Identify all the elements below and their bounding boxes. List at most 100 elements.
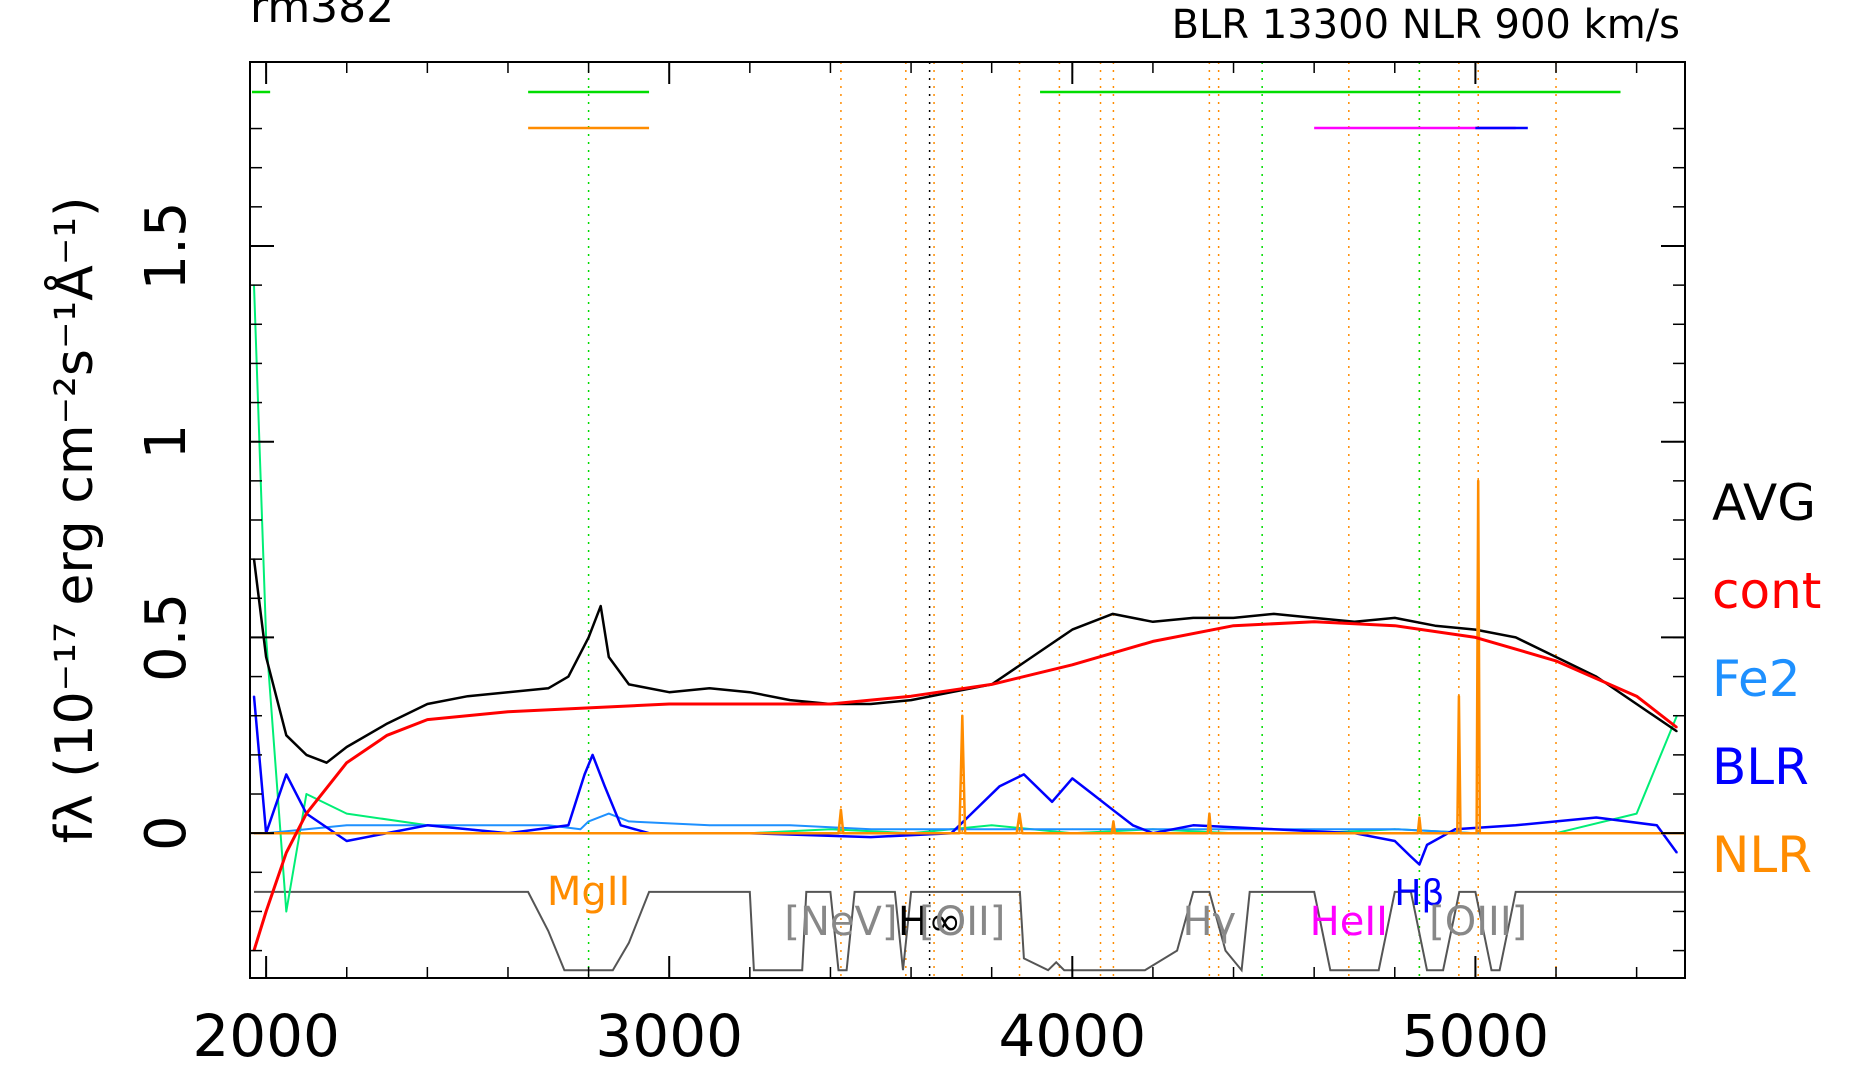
series-blr-point: [1132, 824, 1134, 827]
series-nlr: [254, 479, 1685, 835]
series-avg-point: [1313, 617, 1315, 619]
mask-curve: [254, 890, 1685, 973]
plot-area: [250, 62, 1685, 978]
series-avg-point: [668, 691, 670, 693]
series-cont-point: [1071, 664, 1074, 666]
series-avg-point: [708, 687, 711, 690]
series-nlr-point: [1479, 832, 1481, 834]
series-avg-point: [1232, 617, 1235, 619]
series-avg-point: [567, 675, 570, 678]
x-tick-label: 2000: [192, 1002, 340, 1070]
series-fe2-point: [345, 824, 348, 827]
series-avg-point: [1071, 628, 1074, 631]
series-blr: [252, 696, 1678, 866]
series-avg-point: [305, 754, 308, 756]
series-nlr-point: [964, 832, 966, 834]
series-cont-point: [265, 910, 267, 913]
series-nlr-point: [1475, 832, 1478, 834]
series-fe2-point: [950, 828, 953, 830]
series-nlr-point: [1015, 832, 1018, 834]
legend-item-blr: BLR: [1712, 738, 1809, 796]
series-avg-point: [1676, 730, 1678, 733]
series-fe2-point: [708, 824, 711, 827]
series-fe2-point: [587, 820, 590, 823]
series-avg-point: [789, 699, 791, 701]
series-avg-point: [325, 761, 328, 764]
legend-item-cont: cont: [1712, 562, 1821, 620]
x-tick-label: 4000: [998, 1002, 1146, 1070]
series-cont-point: [1313, 621, 1315, 623]
series-avg-point: [345, 746, 348, 748]
series-avg-point: [265, 656, 267, 658]
series-nlr-point: [1459, 832, 1462, 834]
series-nlr-point: [840, 808, 842, 811]
series-avg-point: [1394, 617, 1396, 619]
series-avg-point: [608, 656, 610, 658]
series-nlr-point: [1420, 832, 1422, 834]
series-blr-point: [1394, 840, 1396, 842]
series-fe2-point: [608, 812, 610, 815]
series-nlr-point: [1114, 832, 1116, 834]
series-nlr-point: [958, 832, 961, 834]
series-cont-point: [1635, 695, 1638, 697]
series-blr-point: [345, 840, 348, 842]
series-nlr-point: [1208, 812, 1211, 815]
series-avg-point: [1031, 656, 1033, 658]
legend-item-nlr: NLR: [1712, 826, 1812, 884]
line-label: Hβ: [1394, 873, 1444, 914]
series-nlr-point: [1458, 695, 1460, 697]
y-tick-label: 1: [134, 424, 199, 460]
series-cont-point: [1474, 636, 1477, 639]
series-blr-point: [1273, 828, 1275, 830]
series-avg-point: [587, 636, 590, 639]
series-residual-point: [285, 910, 288, 913]
series-blr-point: [1595, 816, 1598, 819]
y-tick-label: 0: [134, 815, 199, 851]
y-tick-label: 1.5: [134, 201, 199, 290]
series-nlr-point: [1210, 832, 1212, 834]
series-avg-point: [1152, 621, 1154, 623]
series-cont-point: [910, 695, 912, 697]
series-fe2: [266, 812, 1677, 835]
series-cont-point: [345, 761, 348, 764]
series-avg-point: [466, 695, 469, 697]
series-residual-point: [829, 828, 832, 830]
chart-title-left: rm382: [250, 0, 394, 33]
series-blr-point: [1051, 801, 1053, 803]
series-avg-point: [870, 703, 872, 705]
series-cont-point: [1152, 640, 1154, 643]
series-nlr-point: [1418, 816, 1421, 819]
series-cont-point: [668, 703, 670, 705]
line-label: H∞: [898, 899, 961, 945]
series-nlr-point: [1021, 832, 1024, 834]
y-axis-label: fλ (10⁻¹⁷ erg cm⁻²s⁻¹Å⁻¹): [43, 197, 105, 844]
series-avg-point: [1273, 613, 1275, 615]
plot-frame: [249, 61, 1686, 979]
series-cont-point: [749, 703, 751, 705]
series-fe2-point: [579, 828, 582, 830]
series-blr-point: [998, 785, 1001, 787]
series-avg-point: [1353, 621, 1356, 623]
series-avg-point: [547, 687, 550, 690]
line-label: [NeV]: [784, 899, 897, 945]
legend-item-avg: AVG: [1712, 474, 1816, 532]
series-avg-point: [1192, 617, 1194, 619]
series-avg-point: [507, 691, 509, 693]
series-blr-point: [1192, 824, 1194, 827]
series-blr-point: [1410, 855, 1412, 858]
series-blr-point: [1418, 863, 1421, 866]
series-blr-point: [1071, 777, 1074, 780]
series-blr-point: [591, 754, 594, 756]
chart-title-right: BLR 13300 NLR 900 km/s: [1172, 2, 1680, 48]
series-cont-point: [386, 734, 388, 737]
series-fe2-point: [507, 824, 509, 827]
series-blr-point: [603, 785, 606, 787]
line-label: MgII: [547, 869, 631, 915]
series-nlr-point: [1112, 820, 1115, 823]
series-cont-point: [507, 711, 509, 713]
series-avg-point: [599, 605, 602, 607]
series-avg-point: [426, 703, 429, 705]
series-blr-point: [1023, 773, 1025, 776]
series-cont-point: [426, 718, 429, 721]
